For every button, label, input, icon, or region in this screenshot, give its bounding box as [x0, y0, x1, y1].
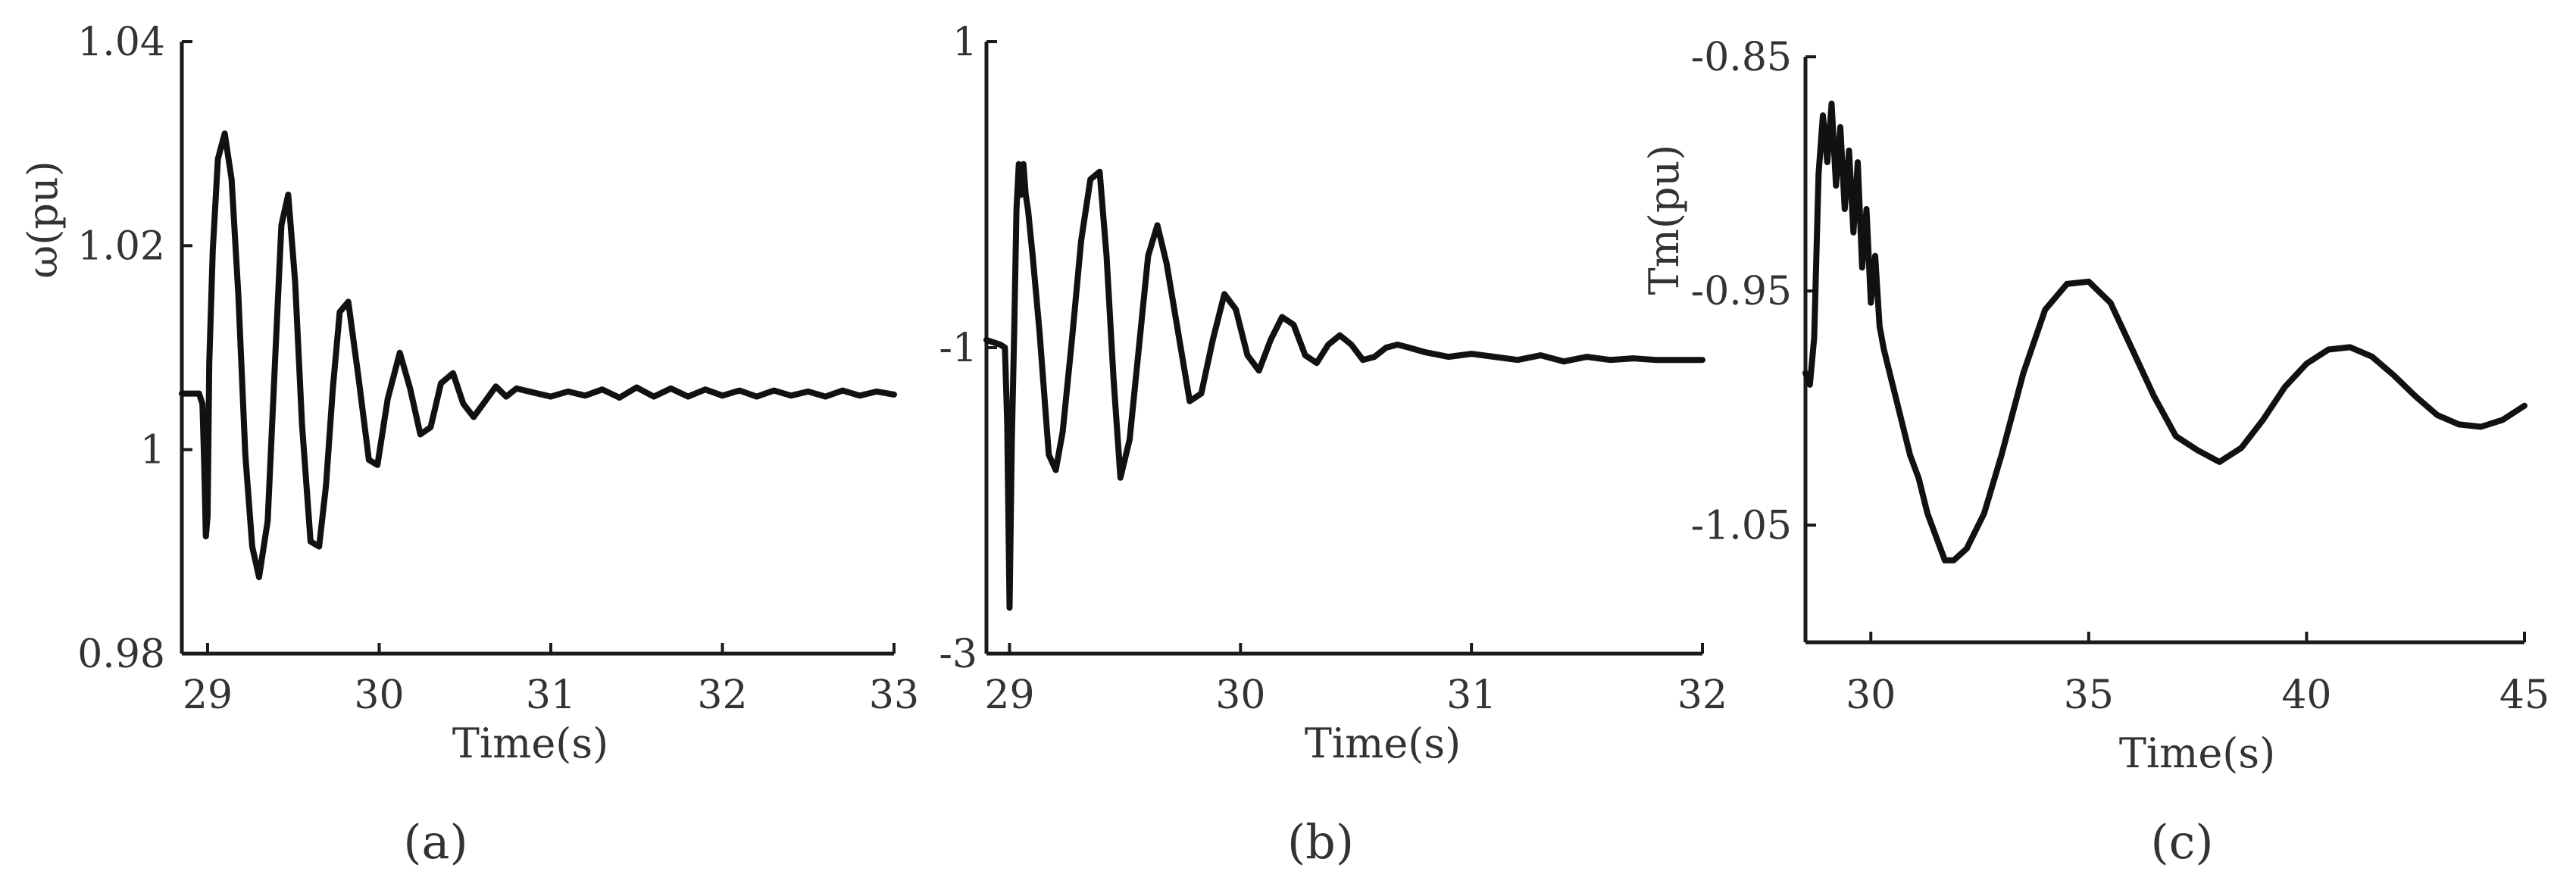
panel-a-ticks: 29 30 31 32 33 0.98 1 1.02 1.04	[77, 20, 919, 718]
panel-b-series-line	[983, 161, 1705, 611]
panel-a-y-axis-label: ω(pu)	[19, 161, 67, 279]
panel-b-x-axis-label: Time(s)	[1305, 720, 1461, 767]
panel-a: 29 30 31 32 33 0.98 1 1.02 1.04 Time(s) ω(pu) (a…	[19, 20, 919, 870]
panel-b-x-tick-label: 30	[1215, 673, 1265, 718]
panel-b-x-tick-label: 29	[984, 673, 1034, 718]
panel-b-label: (b)	[1287, 814, 1354, 870]
panel-a-x-tick-label: 30	[354, 673, 404, 718]
panel-c-x-tick-label: 35	[2064, 673, 2114, 718]
panel-c-y-tick-label: -0.85	[1691, 35, 1792, 80]
panel-a-y-tick-label: 1	[140, 428, 165, 473]
panel-a-x-tick-label: 33	[869, 673, 919, 718]
panel-c-x-tick-label: 45	[2499, 673, 2549, 718]
panel-c-x-tick-label: 30	[1846, 673, 1896, 718]
panel-b-y-tick-label: 1	[952, 20, 977, 65]
panel-b-y-tick-label: -1	[939, 326, 977, 371]
panel-c-y-tick-label: -1.05	[1691, 503, 1792, 548]
panel-a-x-axis-label: Time(s)	[452, 720, 608, 767]
panel-c-ticks: 30 35 40 45 -1.05 -0.95 -0.85	[1691, 35, 2549, 718]
panel-a-series-line	[179, 130, 897, 580]
panel-c: 30 35 40 45 -1.05 -0.95 -0.85 Time(s) Tm(pu) (…	[1640, 35, 2549, 870]
panel-a-y-tick-label: 0.98	[77, 632, 165, 677]
panel-c-y-axis-label: Tm(pu)	[1640, 145, 1688, 295]
panel-b-ticks: 29 30 31 32 -3 -1 1	[939, 20, 1727, 718]
panel-a-label: (a)	[403, 814, 467, 870]
panel-b-y-tick-label: -3	[939, 632, 977, 677]
panel-c-y-tick-label: -0.95	[1691, 269, 1792, 314]
panel-b-x-tick-label: 32	[1677, 673, 1727, 718]
panel-c-x-tick-label: 40	[2281, 673, 2331, 718]
panel-a-y-tick-label: 1.02	[77, 223, 165, 269]
panel-b: 29 30 31 32 -3 -1 1 Time(s) (b)	[939, 20, 1727, 870]
panel-a-x-tick-label: 32	[697, 673, 747, 718]
panel-a-y-tick-label: 1.04	[77, 20, 165, 65]
panel-c-label: (c)	[2150, 814, 2213, 870]
panel-a-x-tick-label: 31	[526, 673, 576, 718]
panel-c-x-axis-label: Time(s)	[2119, 729, 2275, 777]
panel-b-x-tick-label: 31	[1446, 673, 1496, 718]
panel-c-series-line	[1802, 100, 2528, 564]
panel-a-x-tick-label: 29	[183, 673, 233, 718]
